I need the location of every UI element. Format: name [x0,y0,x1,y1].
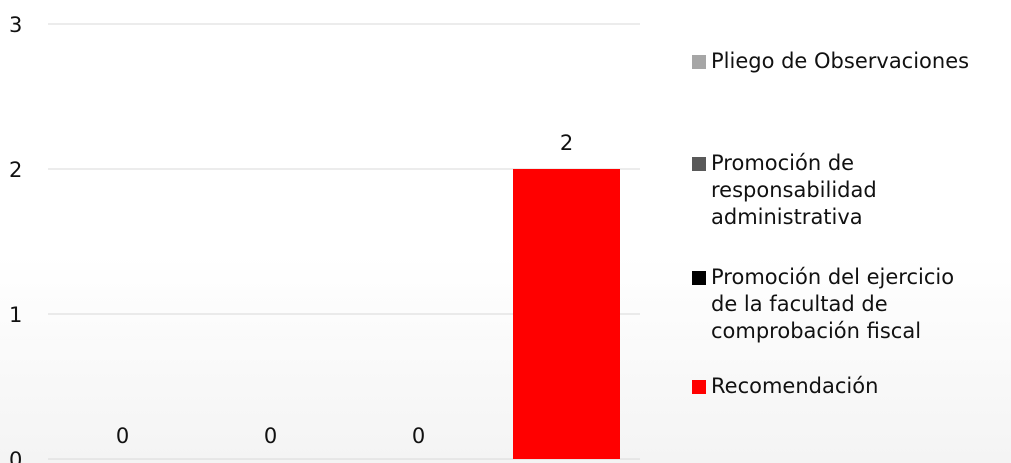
data-label-3: 0 [412,424,425,448]
legend-item-pliego: Pliego de Observaciones [692,48,969,75]
data-label-4: 2 [560,131,573,155]
legend-label-promocion-responsabilidad: Promoción de responsabilidad administrat… [711,151,877,229]
legend-item-promocion-responsabilidad: Promoción de responsabilidad administrat… [692,150,877,231]
y-tick-label-2: 2 [9,158,22,182]
legend-label-pliego: Pliego de Observaciones [711,49,970,73]
data-label-1: 0 [116,424,129,448]
legend-swatch-promocion-ejercicio [692,271,706,285]
data-label-2: 0 [264,424,277,448]
legend-item-promocion-ejercicio: Promoción del ejercicio de la facultad d… [692,264,954,345]
legend-swatch-recomendacion [692,380,706,394]
legend-swatch-promocion-responsabilidad [692,157,706,171]
legend-label-recomendacion: Recomendación [711,374,879,398]
legend-item-recomendacion: Recomendación [692,373,878,400]
y-tick-label-3: 3 [9,13,22,37]
legend-swatch-pliego [692,55,706,69]
bar-4 [513,169,620,459]
y-tick-label-1: 1 [9,303,22,327]
legend-label-promocion-ejercicio: Promoción del ejercicio de la facultad d… [711,265,955,343]
y-tick-label-0: 0 [9,448,22,463]
